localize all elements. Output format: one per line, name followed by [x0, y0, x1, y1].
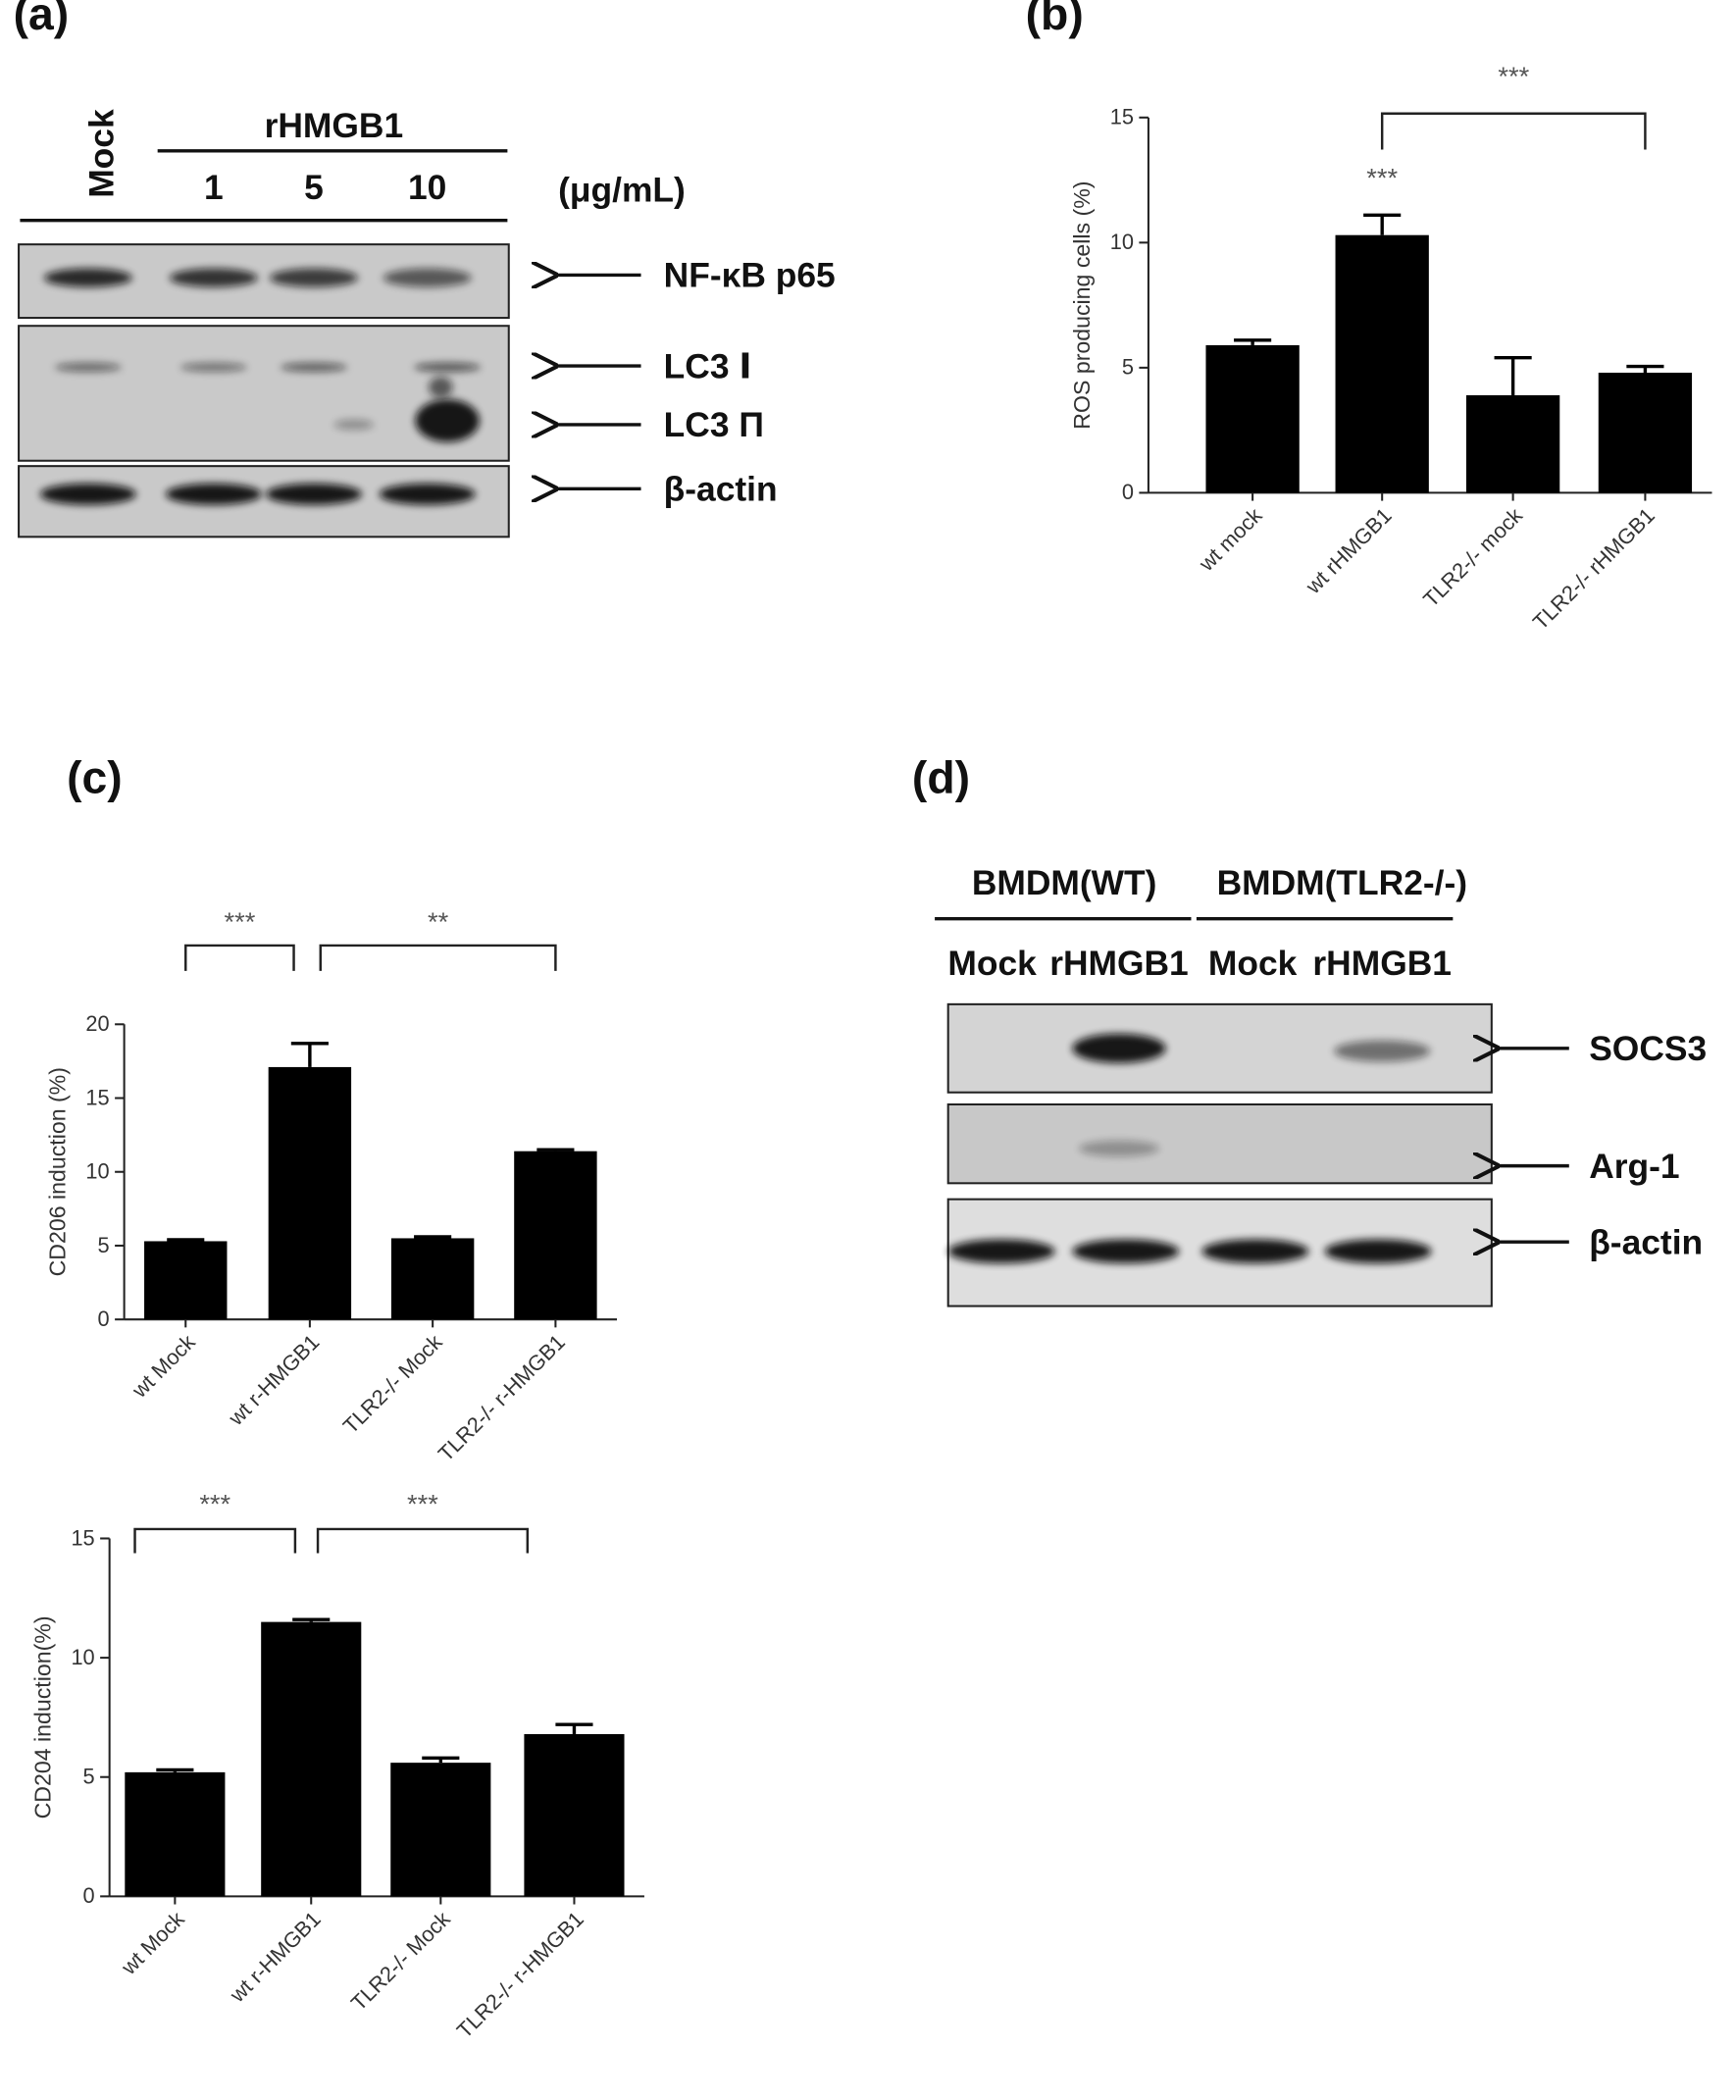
- y-tick-label: 0: [83, 1883, 95, 1908]
- y-tick-label: 5: [98, 1233, 110, 1257]
- x-tick-label: wt r-HMGB1: [223, 1330, 324, 1431]
- band-label: LC3 Ⅰ: [664, 347, 752, 385]
- bracket: [133, 1527, 297, 1554]
- bar: [268, 1066, 352, 1320]
- significance: ***: [225, 906, 256, 937]
- group-label: rHMGB1: [265, 107, 404, 145]
- bar: [390, 1763, 491, 1897]
- bar: [144, 1241, 228, 1320]
- panel-label: (a): [14, 0, 70, 39]
- bracket: [1380, 112, 1647, 150]
- y-tick-label: 10: [1110, 230, 1134, 254]
- band-label: SOCS3: [1589, 1030, 1707, 1068]
- panel-label: (b): [1026, 0, 1084, 39]
- x-tick-label: TLR2-/- r-HMGB1: [452, 1907, 588, 2043]
- band: [270, 268, 358, 287]
- x-tick-label: TLR2-/- Mock: [338, 1329, 447, 1438]
- lane-label: Mock: [83, 109, 122, 198]
- band: [265, 483, 362, 505]
- bar: [514, 1151, 597, 1320]
- blot-box: [946, 1102, 1493, 1185]
- y-tick-label: 15: [71, 1525, 94, 1550]
- y-tick-label: 0: [98, 1306, 110, 1331]
- x-tick-label: TLR2-/- rHMGB1: [1528, 503, 1659, 635]
- x-tick-label: wt r-HMGB1: [225, 1907, 326, 2008]
- band-label: β-actin: [1589, 1223, 1703, 1261]
- band-label: LC3 Π: [664, 406, 764, 444]
- lane-label: rHMGB1: [1312, 945, 1452, 983]
- panel-label: (d): [912, 752, 970, 803]
- band: [1201, 1239, 1309, 1264]
- bar: [1335, 234, 1429, 493]
- band: [39, 483, 136, 505]
- lane-label: Mock: [947, 945, 1037, 983]
- band: [333, 419, 375, 431]
- x-tick-label: wt mock: [1194, 503, 1267, 577]
- x-tick-label: wt Mock: [116, 1907, 189, 1980]
- band: [415, 399, 480, 442]
- x-tick-label: wt Mock: [127, 1329, 200, 1403]
- significance: **: [428, 906, 449, 937]
- bar: [125, 1771, 226, 1897]
- lane-label: 1: [204, 169, 224, 207]
- y-axis-title: CD204 induction(%): [30, 1615, 56, 1818]
- band: [379, 483, 476, 505]
- bracket: [316, 1527, 530, 1554]
- bar: [1598, 372, 1693, 493]
- x-tick-label: TLR2-/- r-HMGB1: [434, 1330, 570, 1466]
- y-tick-label: 15: [85, 1085, 109, 1109]
- band: [179, 362, 247, 373]
- band: [1334, 1040, 1431, 1062]
- x-tick-label: wt rHMGB1: [1301, 503, 1397, 599]
- group-label: BMDM(WT): [972, 864, 1157, 902]
- band: [43, 268, 132, 287]
- bar: [524, 1733, 625, 1897]
- y-tick-label: 5: [1122, 355, 1134, 380]
- y-axis-title: ROS producing cells (%): [1069, 181, 1095, 430]
- lane-label: 10: [408, 169, 446, 207]
- band: [429, 376, 453, 398]
- band: [1072, 1033, 1166, 1063]
- band-label: β-actin: [664, 471, 778, 509]
- x-tick-label: TLR2-/- mock: [1418, 503, 1527, 612]
- bar: [1205, 344, 1300, 493]
- band-label: NF-κB p65: [664, 257, 836, 295]
- y-tick-label: 20: [85, 1011, 109, 1036]
- bracket: [184, 944, 295, 971]
- band: [165, 483, 262, 505]
- bar: [261, 1621, 362, 1897]
- band: [280, 362, 348, 373]
- significance: ***: [199, 1489, 230, 1519]
- y-tick-label: 5: [83, 1765, 95, 1789]
- y-tick-label: 0: [1122, 480, 1134, 504]
- group-label: BMDM(TLR2-/-): [1217, 864, 1467, 902]
- y-tick-label: 10: [85, 1159, 109, 1184]
- band: [1072, 1239, 1180, 1264]
- y-axis-title: CD206 induction (%): [45, 1067, 71, 1276]
- y-tick-label: 10: [71, 1645, 94, 1669]
- significance: ***: [1366, 163, 1398, 193]
- bar: [390, 1238, 475, 1320]
- band: [1079, 1140, 1159, 1157]
- lane-label: Mock: [1208, 945, 1298, 983]
- lane-label: 5: [304, 169, 324, 207]
- significance: ***: [407, 1489, 438, 1519]
- unit-label: (μg/mL): [558, 172, 686, 210]
- x-tick-label: TLR2-/- Mock: [346, 1907, 455, 2016]
- bar: [1465, 394, 1560, 493]
- lane-label: rHMGB1: [1049, 945, 1189, 983]
- significance: ***: [1498, 61, 1529, 91]
- band: [383, 268, 472, 287]
- band: [414, 362, 482, 373]
- blot-box: [18, 325, 510, 462]
- bracket: [319, 944, 557, 971]
- panel-label: (c): [67, 752, 123, 803]
- band: [54, 362, 122, 373]
- band: [169, 268, 258, 287]
- band: [1324, 1239, 1432, 1264]
- y-tick-label: 15: [1110, 105, 1134, 129]
- band: [947, 1239, 1055, 1264]
- band-label: Arg-1: [1589, 1148, 1679, 1186]
